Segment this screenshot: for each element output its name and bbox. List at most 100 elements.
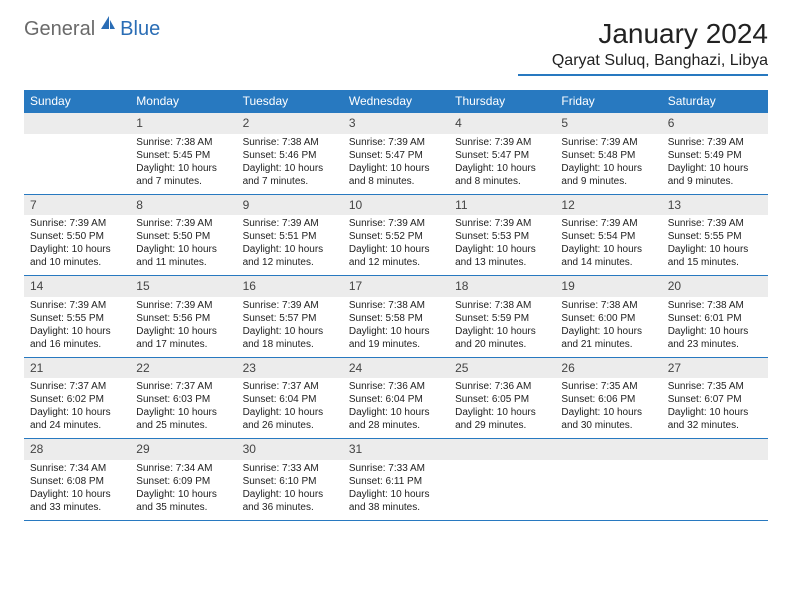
daylight-12: Daylight: 10 hours and 14 minutes. bbox=[561, 243, 655, 269]
daylight-22: Daylight: 10 hours and 25 minutes. bbox=[136, 406, 230, 432]
daynum-29: 29 bbox=[130, 439, 236, 460]
daylight-14: Daylight: 10 hours and 16 minutes. bbox=[30, 325, 124, 351]
dayinfo-6: Sunrise: 7:39 AMSunset: 5:49 PMDaylight:… bbox=[662, 134, 768, 195]
sunset-27: Sunset: 6:07 PM bbox=[668, 393, 762, 406]
sunrise-5: Sunrise: 7:39 AM bbox=[561, 136, 655, 149]
daylight-15: Daylight: 10 hours and 17 minutes. bbox=[136, 325, 230, 351]
week-2-info-row: Sunrise: 7:39 AMSunset: 5:55 PMDaylight:… bbox=[24, 297, 768, 358]
sunset-28: Sunset: 6:08 PM bbox=[30, 475, 124, 488]
daynum-18: 18 bbox=[449, 276, 555, 297]
sunset-5: Sunset: 5:48 PM bbox=[561, 149, 655, 162]
daynum-22: 22 bbox=[130, 357, 236, 378]
sunset-13: Sunset: 5:55 PM bbox=[668, 230, 762, 243]
daylight-24: Daylight: 10 hours and 28 minutes. bbox=[349, 406, 443, 432]
daynum-8: 8 bbox=[130, 194, 236, 215]
daynum-6: 6 bbox=[662, 113, 768, 134]
dayinfo-4: Sunrise: 7:39 AMSunset: 5:47 PMDaylight:… bbox=[449, 134, 555, 195]
dayinfo-10: Sunrise: 7:39 AMSunset: 5:52 PMDaylight:… bbox=[343, 215, 449, 276]
sunrise-10: Sunrise: 7:39 AM bbox=[349, 217, 443, 230]
sunrise-19: Sunrise: 7:38 AM bbox=[561, 299, 655, 312]
sunrise-21: Sunrise: 7:37 AM bbox=[30, 380, 124, 393]
daylight-13: Daylight: 10 hours and 15 minutes. bbox=[668, 243, 762, 269]
daylight-7: Daylight: 10 hours and 10 minutes. bbox=[30, 243, 124, 269]
dayinfo-empty bbox=[662, 460, 768, 521]
daynum-25: 25 bbox=[449, 357, 555, 378]
daylight-21: Daylight: 10 hours and 24 minutes. bbox=[30, 406, 124, 432]
title-block: January 2024 Qaryat Suluq, Banghazi, Lib… bbox=[518, 18, 768, 76]
sunrise-7: Sunrise: 7:39 AM bbox=[30, 217, 124, 230]
weekday-tuesday: Tuesday bbox=[237, 90, 343, 113]
sunrise-8: Sunrise: 7:39 AM bbox=[136, 217, 230, 230]
daynum-empty bbox=[24, 113, 130, 134]
sunset-10: Sunset: 5:52 PM bbox=[349, 230, 443, 243]
sunrise-24: Sunrise: 7:36 AM bbox=[349, 380, 443, 393]
daynum-19: 19 bbox=[555, 276, 661, 297]
sunrise-12: Sunrise: 7:39 AM bbox=[561, 217, 655, 230]
dayinfo-31: Sunrise: 7:33 AMSunset: 6:11 PMDaylight:… bbox=[343, 460, 449, 521]
dayinfo-7: Sunrise: 7:39 AMSunset: 5:50 PMDaylight:… bbox=[24, 215, 130, 276]
dayinfo-30: Sunrise: 7:33 AMSunset: 6:10 PMDaylight:… bbox=[237, 460, 343, 521]
week-1-info-row: Sunrise: 7:39 AMSunset: 5:50 PMDaylight:… bbox=[24, 215, 768, 276]
sunrise-1: Sunrise: 7:38 AM bbox=[136, 136, 230, 149]
sunrise-27: Sunrise: 7:35 AM bbox=[668, 380, 762, 393]
dayinfo-3: Sunrise: 7:39 AMSunset: 5:47 PMDaylight:… bbox=[343, 134, 449, 195]
sunrise-6: Sunrise: 7:39 AM bbox=[668, 136, 762, 149]
sunset-14: Sunset: 5:55 PM bbox=[30, 312, 124, 325]
sunrise-30: Sunrise: 7:33 AM bbox=[243, 462, 337, 475]
logo-sail-icon bbox=[99, 14, 117, 37]
sunset-2: Sunset: 5:46 PM bbox=[243, 149, 337, 162]
dayinfo-11: Sunrise: 7:39 AMSunset: 5:53 PMDaylight:… bbox=[449, 215, 555, 276]
sunrise-23: Sunrise: 7:37 AM bbox=[243, 380, 337, 393]
dayinfo-empty bbox=[449, 460, 555, 521]
sunrise-26: Sunrise: 7:35 AM bbox=[561, 380, 655, 393]
dayinfo-5: Sunrise: 7:39 AMSunset: 5:48 PMDaylight:… bbox=[555, 134, 661, 195]
daylight-26: Daylight: 10 hours and 30 minutes. bbox=[561, 406, 655, 432]
dayinfo-26: Sunrise: 7:35 AMSunset: 6:06 PMDaylight:… bbox=[555, 378, 661, 439]
logo-text-blue: Blue bbox=[120, 18, 160, 41]
daynum-5: 5 bbox=[555, 113, 661, 134]
week-1-daynum-row: 78910111213 bbox=[24, 194, 768, 215]
sunset-25: Sunset: 6:05 PM bbox=[455, 393, 549, 406]
daylight-16: Daylight: 10 hours and 18 minutes. bbox=[243, 325, 337, 351]
daynum-7: 7 bbox=[24, 194, 130, 215]
sunrise-4: Sunrise: 7:39 AM bbox=[455, 136, 549, 149]
logo: General Blue bbox=[24, 18, 160, 41]
sunrise-15: Sunrise: 7:39 AM bbox=[136, 299, 230, 312]
dayinfo-18: Sunrise: 7:38 AMSunset: 5:59 PMDaylight:… bbox=[449, 297, 555, 358]
sunset-8: Sunset: 5:50 PM bbox=[136, 230, 230, 243]
weekday-monday: Monday bbox=[130, 90, 236, 113]
sunset-19: Sunset: 6:00 PM bbox=[561, 312, 655, 325]
daylight-17: Daylight: 10 hours and 19 minutes. bbox=[349, 325, 443, 351]
sunset-26: Sunset: 6:06 PM bbox=[561, 393, 655, 406]
daynum-26: 26 bbox=[555, 357, 661, 378]
sunset-3: Sunset: 5:47 PM bbox=[349, 149, 443, 162]
dayinfo-27: Sunrise: 7:35 AMSunset: 6:07 PMDaylight:… bbox=[662, 378, 768, 439]
sunset-9: Sunset: 5:51 PM bbox=[243, 230, 337, 243]
weekday-thursday: Thursday bbox=[449, 90, 555, 113]
sunrise-16: Sunrise: 7:39 AM bbox=[243, 299, 337, 312]
daynum-4: 4 bbox=[449, 113, 555, 134]
daynum-3: 3 bbox=[343, 113, 449, 134]
dayinfo-22: Sunrise: 7:37 AMSunset: 6:03 PMDaylight:… bbox=[130, 378, 236, 439]
dayinfo-9: Sunrise: 7:39 AMSunset: 5:51 PMDaylight:… bbox=[237, 215, 343, 276]
daynum-13: 13 bbox=[662, 194, 768, 215]
sunrise-13: Sunrise: 7:39 AM bbox=[668, 217, 762, 230]
sunrise-11: Sunrise: 7:39 AM bbox=[455, 217, 549, 230]
dayinfo-15: Sunrise: 7:39 AMSunset: 5:56 PMDaylight:… bbox=[130, 297, 236, 358]
header: General Blue January 2024 Qaryat Suluq, … bbox=[0, 0, 792, 82]
dayinfo-19: Sunrise: 7:38 AMSunset: 6:00 PMDaylight:… bbox=[555, 297, 661, 358]
sunrise-29: Sunrise: 7:34 AM bbox=[136, 462, 230, 475]
location-text: Qaryat Suluq, Banghazi, Libya bbox=[518, 52, 768, 76]
sunset-11: Sunset: 5:53 PM bbox=[455, 230, 549, 243]
daylight-28: Daylight: 10 hours and 33 minutes. bbox=[30, 488, 124, 514]
dayinfo-empty bbox=[24, 134, 130, 195]
sunrise-25: Sunrise: 7:36 AM bbox=[455, 380, 549, 393]
sunrise-17: Sunrise: 7:38 AM bbox=[349, 299, 443, 312]
daynum-11: 11 bbox=[449, 194, 555, 215]
weekday-friday: Friday bbox=[555, 90, 661, 113]
dayinfo-8: Sunrise: 7:39 AMSunset: 5:50 PMDaylight:… bbox=[130, 215, 236, 276]
weekday-saturday: Saturday bbox=[662, 90, 768, 113]
sunset-23: Sunset: 6:04 PM bbox=[243, 393, 337, 406]
daynum-2: 2 bbox=[237, 113, 343, 134]
sunrise-14: Sunrise: 7:39 AM bbox=[30, 299, 124, 312]
